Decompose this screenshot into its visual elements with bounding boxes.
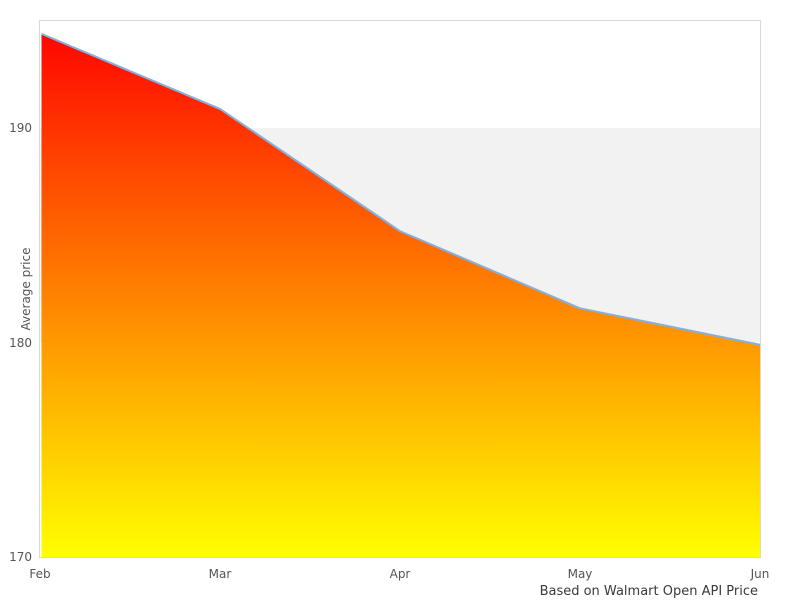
- x-axis-tick-labels: Feb Mar Apr May Jun: [0, 566, 800, 582]
- area-fill: [41, 33, 760, 557]
- y-axis-tick-labels: 170 180 190: [0, 0, 40, 600]
- x-tick-label: May: [567, 567, 593, 581]
- x-tick-label: Jun: [750, 567, 770, 581]
- y-tick-label: 190: [9, 121, 32, 136]
- y-tick-label: 170: [9, 550, 32, 564]
- chart-caption: Based on Walmart Open API Price: [539, 584, 758, 599]
- x-tick-label: Feb: [29, 567, 51, 581]
- x-tick-label: Apr: [389, 567, 411, 581]
- x-tick-label: Mar: [208, 567, 232, 581]
- price-line: [41, 32, 761, 346]
- plot-border: [39, 20, 761, 558]
- y-axis-title: Average price: [19, 247, 33, 331]
- y-tick-label: 180: [9, 335, 32, 350]
